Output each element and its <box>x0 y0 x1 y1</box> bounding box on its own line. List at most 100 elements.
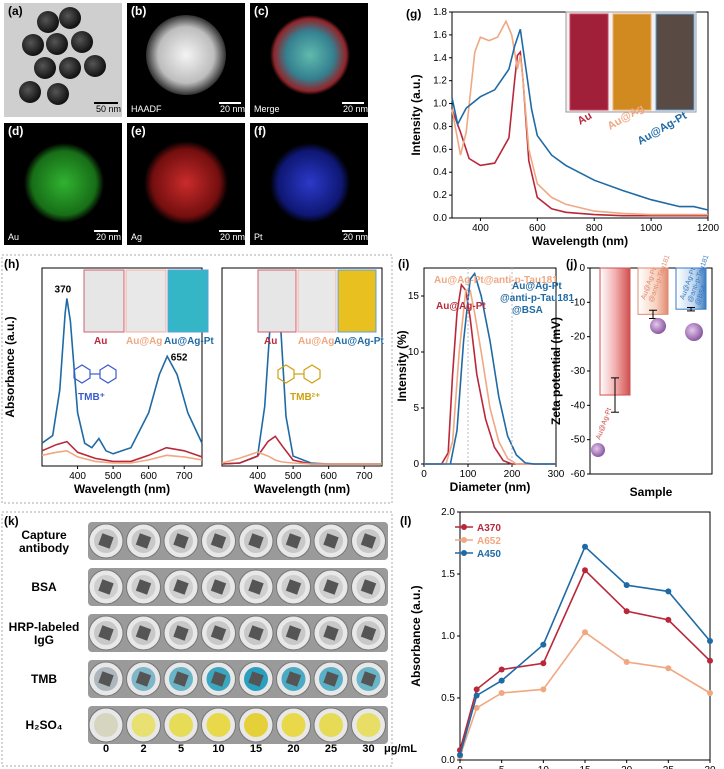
chart-j-ytick-label: -40 <box>571 400 586 411</box>
chart-j-ytick-label: -20 <box>571 332 586 343</box>
legend-au-h1: Au <box>94 336 107 347</box>
chart-j-ytick-label: -10 <box>571 297 586 308</box>
legend-auagpt-h2: Au@Ag-Pt <box>334 336 384 347</box>
scale-bar-f: 20 nm <box>343 232 368 242</box>
panel-label-b: (b) <box>131 4 146 18</box>
tmb-plus-label: TMB⁺ <box>78 392 105 403</box>
panel-label-l: (l) <box>400 514 411 528</box>
plate-well-center <box>285 533 302 549</box>
chart-i-ytick-label: 15 <box>408 291 420 302</box>
zeta-category-label-0: Au@Ag-Pt <box>595 407 613 441</box>
chart-j-xlabel: Sample <box>630 485 673 499</box>
scale-bar-e: 20 nm <box>220 232 245 242</box>
plate-concentration-label: 30 <box>362 743 374 755</box>
plate-row-label-3: TMB <box>31 672 57 686</box>
plate-concentration-label: 2 <box>140 743 146 755</box>
chart-h2-xtick-label: 600 <box>320 471 337 482</box>
chart-l-xtick-label: 5 <box>499 765 505 769</box>
panel-label-g: (g) <box>406 7 421 21</box>
plate-well-center <box>360 533 377 549</box>
svg-text:Au@Ag-Pt: Au@Ag-Pt <box>512 281 562 292</box>
chart-i-frame <box>423 267 557 465</box>
plate-row-strip <box>88 568 388 606</box>
chart-j-ytick-label: 0 <box>579 263 585 274</box>
plate-well-center <box>248 579 264 595</box>
plate-well-content <box>206 713 231 737</box>
chart-j-ylabel: Zeta potential (mV) <box>549 317 563 425</box>
chart-l-point <box>498 677 505 684</box>
plate-well-center <box>210 671 227 687</box>
plate-well-center <box>360 579 377 595</box>
chart-l-ytick-label: 0.0 <box>441 755 455 766</box>
plate-row-label-0: Capture antibody <box>19 528 69 555</box>
chart-l-point <box>707 690 713 697</box>
plate-well-center <box>360 671 377 687</box>
chart-l-ytick-label: 1.5 <box>441 569 455 580</box>
chart-l-point <box>582 567 588 574</box>
chart-l-point <box>540 660 547 667</box>
ag-map-label: Ag <box>131 232 142 242</box>
plate-well-content <box>244 713 268 737</box>
chart-l-ylabel: Absorbance (a.u.) <box>409 585 423 686</box>
chart-g-ytick-label: 1.4 <box>433 53 447 64</box>
chart-l-point <box>473 686 480 693</box>
au-map-label: Au <box>8 232 19 242</box>
chart-g-series-1 <box>451 19 708 216</box>
plate-well-center <box>210 533 227 549</box>
plate-well-content <box>319 713 343 737</box>
plate-row-strip <box>88 614 388 652</box>
chart-h2-xtick-label: 400 <box>249 471 266 482</box>
chart-g-ytick-label: 0.8 <box>433 121 447 132</box>
chart-h2-series-2 <box>221 451 382 465</box>
plate-concentration-label: 5 <box>178 743 184 755</box>
micrographs: (a) 50 nm (b) HAADF 20 nm (c) Merge 20 n… <box>4 3 368 245</box>
legend-auag-h1: Au@Ag <box>126 336 162 347</box>
dls-chart: 0 100 200 300 0 5 10 15 Diameter (nm) Intensity (… <box>395 267 565 494</box>
panel-label-d: (d) <box>8 124 23 138</box>
panel-label-f: (f) <box>254 124 266 138</box>
chart-i-ylabel: Intensity (%) <box>395 330 409 401</box>
chart-l-point <box>540 641 547 648</box>
chart-i-xtick-label: 0 <box>421 469 427 480</box>
chart-i-series-1 <box>424 289 556 465</box>
chart-l-ytick-label: 2.0 <box>441 507 455 518</box>
chart-i-xtick-label: 200 <box>504 469 521 480</box>
legend-l-label-1: A652 <box>477 536 501 547</box>
scale-bar-d: 20 nm <box>96 232 121 242</box>
legend-auagpt-h1: Au@Ag-Pt <box>164 336 214 347</box>
merge-label: Merge <box>254 104 280 114</box>
chart-h2-frame <box>221 267 383 467</box>
legend-i-2: Au@Ag-Pt@anti-p-Tau181 <box>434 275 558 286</box>
plate-well-center <box>248 671 264 687</box>
chart-g-ytick-label: 1.6 <box>433 30 447 41</box>
plate-well-center <box>210 579 227 595</box>
plate-well-content <box>356 713 381 737</box>
plate-well-center <box>98 671 114 687</box>
vial-inset-h2: Au Au@Ag Au@Ag-Pt TMB²⁺ <box>257 269 384 403</box>
chart-g-ylabel: Intensity (a.u.) <box>409 74 423 155</box>
plate-well-center <box>323 671 339 687</box>
plate-concentration-label: 20 <box>287 743 299 755</box>
chart-l-series-1 <box>459 631 711 757</box>
zeta-bar-0 <box>599 267 631 396</box>
chart-g-xtick-label: 400 <box>472 223 489 234</box>
chart-g-xtick-label: 1000 <box>640 223 663 234</box>
plate-well-center <box>98 625 114 641</box>
plate-well-center <box>135 579 152 595</box>
chart-h1-series-2 <box>41 449 203 464</box>
legend-auag-h2: Au@Ag <box>298 336 334 347</box>
plate-well-center <box>248 625 264 641</box>
chart-l-point <box>473 692 480 699</box>
vial-inset-h1: Au Au@Ag Au@Ag-Pt TMB⁺ <box>73 269 214 403</box>
chart-l-point <box>623 582 630 589</box>
chart-h1-series-0 <box>41 298 203 455</box>
chart-l-point <box>623 659 630 666</box>
chart-g-ytick-label: 1.2 <box>433 76 447 87</box>
peak-652-label: 652 <box>171 352 188 363</box>
chart-l-point <box>665 665 672 672</box>
chart-l-point <box>498 690 505 697</box>
panel-label-c: (c) <box>254 4 269 18</box>
plate-well-center <box>285 671 302 687</box>
plate-well-content <box>131 713 156 737</box>
